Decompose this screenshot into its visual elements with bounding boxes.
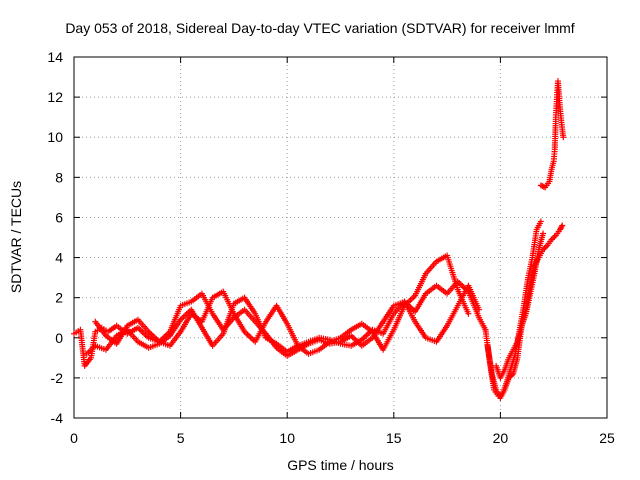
x-tick-label: 10 [279, 430, 295, 446]
y-tick-labels: -4 -2 0 2 4 6 8 10 12 14 [47, 49, 63, 426]
y-tick-label: 2 [55, 290, 63, 306]
series-trace-3 [92, 252, 472, 357]
data-point-marker [558, 223, 565, 230]
y-tick-label: 0 [55, 330, 63, 346]
y-tick-label: -2 [51, 370, 64, 386]
data-points [71, 78, 567, 401]
x-tick-label: 0 [70, 430, 78, 446]
x-tick-label: 25 [599, 430, 615, 446]
y-tick-label: 4 [55, 250, 63, 266]
series-trace-6 [493, 230, 547, 381]
grid-lines [74, 57, 607, 418]
plot-frame [73, 56, 608, 419]
y-tick-label: 12 [47, 89, 63, 105]
data-point-marker [465, 310, 472, 317]
x-tick-label: 5 [177, 430, 185, 446]
y-tick-label: 14 [47, 49, 63, 65]
data-point-marker [540, 230, 547, 237]
data-point-marker [539, 183, 546, 190]
data-point-marker [537, 218, 544, 225]
chart-title: Day 053 of 2018, Sidereal Day-to-day VTE… [65, 20, 575, 36]
x-tick-label: 20 [493, 430, 509, 446]
x-tick-label: 15 [386, 430, 402, 446]
y-axis-label: SDTVAR / TECUs [8, 180, 24, 294]
data-point-marker [476, 306, 483, 313]
y-tick-label: -4 [51, 410, 64, 426]
series-trace-7 [537, 78, 567, 191]
x-tick-labels: 0 5 10 15 20 25 [70, 430, 615, 446]
data-point-marker [560, 134, 567, 141]
y-tick-label: 8 [55, 169, 63, 185]
y-tick-label: 10 [47, 129, 63, 145]
axis-ticks [73, 56, 608, 419]
data-point-marker [540, 183, 547, 190]
data-point-marker [559, 222, 566, 229]
y-tick-label: 6 [55, 209, 63, 225]
x-axis-label: GPS time / hours [287, 457, 394, 473]
